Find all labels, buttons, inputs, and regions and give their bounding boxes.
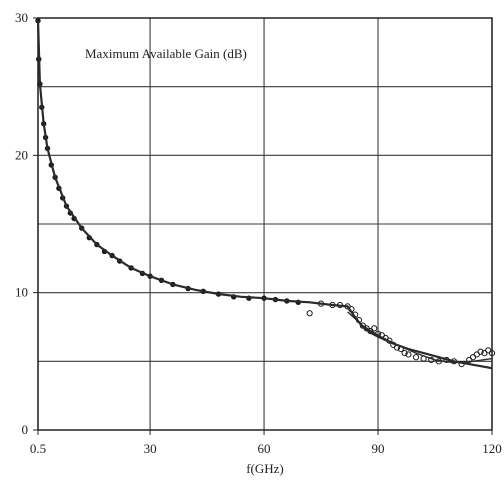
y-tick-label: 20: [15, 147, 28, 162]
data-point: [488, 349, 496, 357]
y-tick-label: 30: [15, 10, 28, 25]
tick-labels: 0.5 30 60 90 120 0 10 20 30: [15, 10, 502, 456]
data-point: [405, 351, 412, 358]
data-point: [306, 310, 313, 317]
x-tick-label: 60: [258, 441, 271, 456]
data-point: [371, 325, 378, 332]
model-curve: [36, 19, 493, 370]
x-tick-label: 30: [144, 441, 157, 456]
x-tick-label: 90: [372, 441, 385, 456]
grid-lines: [37, 18, 493, 430]
data-point: [401, 349, 408, 357]
y-tick-label: 0: [22, 422, 29, 437]
plot-frame: [37, 17, 493, 431]
x-tick-label: 120: [482, 441, 502, 456]
x-tick-label: 0.5: [30, 441, 46, 456]
data-point: [477, 348, 484, 355]
fit-curve: [347, 311, 493, 364]
chart-annotation: Maximum Available Gain (dB): [85, 46, 247, 61]
series-layer: [35, 18, 496, 370]
data-point: [412, 354, 420, 361]
y-tick-label: 10: [15, 285, 28, 300]
x-axis-label: f(GHz): [246, 461, 284, 476]
measured-points-series: [35, 18, 496, 368]
